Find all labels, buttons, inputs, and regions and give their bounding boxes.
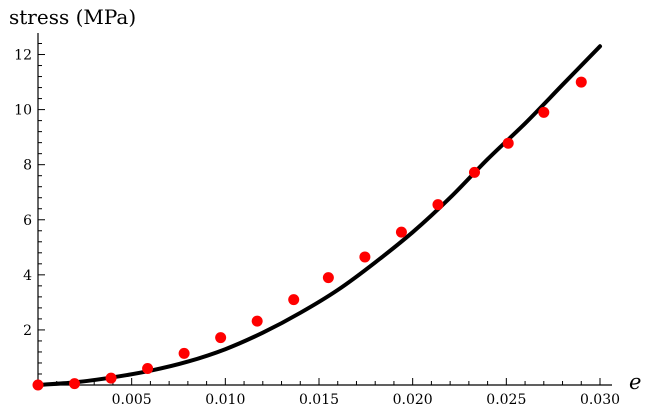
x-axis-label: e — [629, 370, 641, 394]
data-point — [538, 106, 550, 118]
y-axis-label: stress (MPa) — [9, 5, 136, 29]
y-tick-label: 8 — [23, 158, 32, 174]
y-tick-label: 10 — [14, 103, 32, 119]
x-tick-label: 0.015 — [299, 392, 339, 408]
y-tick-label: 2 — [23, 323, 32, 339]
data-point — [288, 294, 300, 306]
x-tick-label: 0.030 — [580, 392, 620, 408]
labels: stress (MPa) e — [9, 5, 641, 394]
data-point — [432, 199, 444, 211]
y-tick-label: 12 — [14, 48, 32, 64]
y-tick-label: 4 — [23, 268, 32, 284]
data-point — [251, 315, 263, 327]
y-tick-label: 6 — [23, 213, 32, 229]
x-tick-label: 0.025 — [486, 392, 526, 408]
data-point — [395, 226, 407, 238]
data-point — [359, 251, 371, 263]
data-point — [178, 347, 190, 359]
x-tick-label: 0.020 — [393, 392, 433, 408]
x-tick-label: 0.010 — [205, 392, 245, 408]
data-point — [468, 166, 480, 178]
data-point — [105, 372, 117, 384]
axes: 0.005 0.010 0.015 0.020 0.025 0.030 2 4 6 8 10 12 — [14, 33, 620, 408]
data-point — [502, 137, 514, 149]
data-point — [575, 76, 587, 88]
plot-marks — [32, 44, 602, 391]
model-curve — [36, 44, 602, 387]
data-point — [215, 332, 227, 344]
data-point — [32, 379, 44, 391]
x-tick-label: 0.005 — [112, 392, 152, 408]
data-point — [69, 378, 81, 390]
data-point — [142, 362, 154, 374]
data-point — [322, 272, 334, 284]
